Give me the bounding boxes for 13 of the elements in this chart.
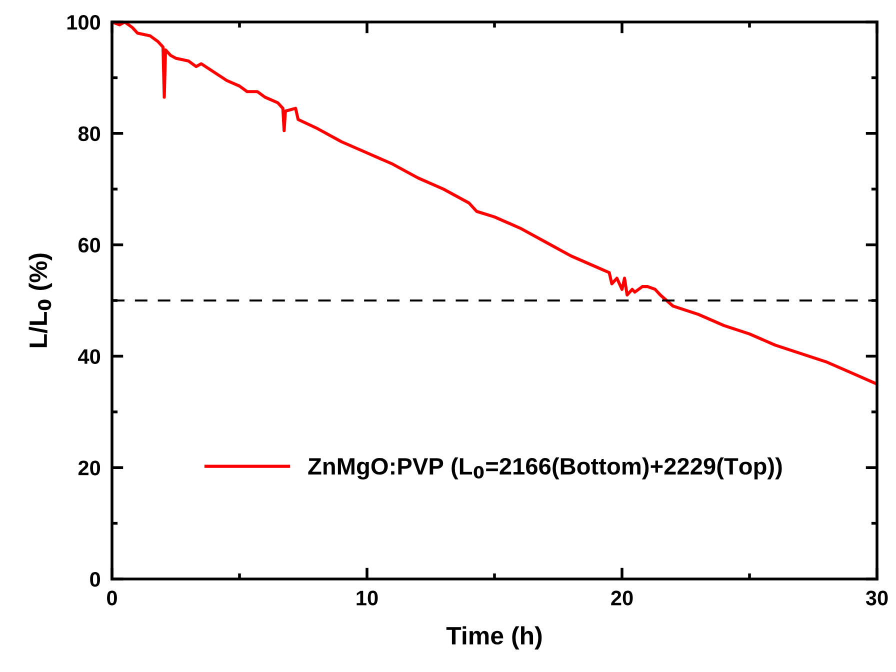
legend-label: ZnMgO:PVP (L$_{0}$=2166(Bottom)+2229(Top)): [308, 457, 782, 480]
y-tick-label: 60: [78, 238, 100, 253]
x-tick-label: 10: [356, 590, 378, 606]
y-tick-label: 80: [78, 126, 100, 142]
y-tick-label: 20: [78, 460, 100, 476]
y-axis-title: L/L$_{0}$ (%): [28, 254, 52, 348]
y-tick-label: 40: [78, 349, 100, 364]
y-tick-label: 100: [67, 15, 100, 30]
x-axis-title: Time (h): [446, 626, 542, 650]
x-tick-label: 20: [611, 590, 633, 606]
x-tick-label: 0: [107, 590, 117, 606]
x-tick-label: 30: [866, 590, 888, 606]
y-tick-label: 0: [90, 572, 100, 587]
